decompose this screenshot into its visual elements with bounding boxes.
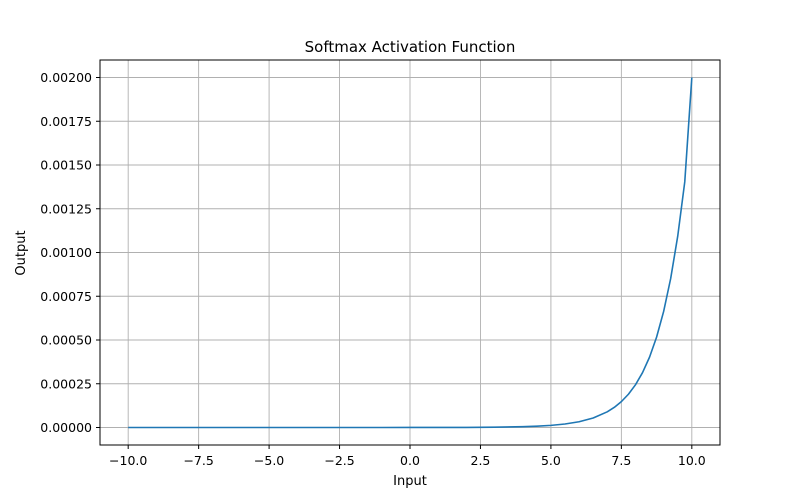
x-tick-label: 5.0 (541, 453, 561, 468)
series-line (128, 77, 693, 429)
series-layer (128, 77, 693, 429)
y-tick-label: 0.00150 (40, 158, 92, 173)
y-tick-label: 0.00000 (40, 420, 92, 435)
x-tick-label: 7.5 (611, 453, 631, 468)
chart-title: Softmax Activation Function (305, 38, 516, 56)
y-tick-label: 0.00200 (40, 70, 92, 85)
x-tick-label: 2.5 (471, 453, 491, 468)
x-tick-label: 0.0 (400, 453, 420, 468)
y-tick-label: 0.00100 (40, 245, 92, 260)
grid (100, 60, 720, 445)
y-tick-label: 0.00175 (40, 114, 92, 129)
x-tick-label: −7.5 (183, 453, 213, 468)
x-axis: −10.0 −7.5 −5.0 −2.5 0.0 2.5 5.0 7.5 10.0 (109, 445, 706, 468)
x-axis-label: Input (393, 474, 427, 489)
y-tick-label: 0.00025 (40, 376, 92, 391)
y-tick-label: 0.00050 (40, 333, 92, 348)
y-tick-label: 0.00125 (40, 201, 92, 216)
x-tick-label: −5.0 (254, 453, 284, 468)
x-tick-label: 10.0 (678, 453, 706, 468)
y-axis-label: Output (14, 230, 29, 275)
x-tick-label: −10.0 (109, 453, 147, 468)
y-tick-label: 0.00075 (40, 289, 92, 304)
y-axis: 0.00000 0.00025 0.00050 0.00075 0.00100 0.001… (40, 70, 100, 435)
x-tick-label: −2.5 (324, 453, 354, 468)
